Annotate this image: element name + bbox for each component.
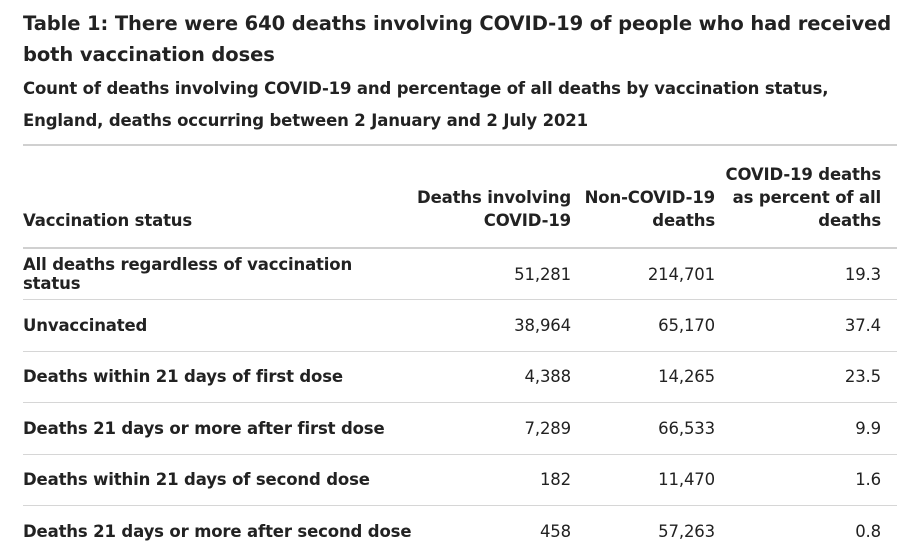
cell-status: Deaths within 21 days of first dose (23, 351, 413, 403)
cell-percent: 0.8 (715, 506, 897, 557)
cell-status: Deaths 21 days or more after first dose (23, 403, 413, 455)
table-row: Unvaccinated 38,964 65,170 37.4 (23, 300, 897, 352)
table-row: All deaths regardless of vaccination sta… (23, 248, 897, 300)
cell-percent: 19.3 (715, 248, 897, 300)
cell-non-covid-deaths: 14,265 (571, 351, 715, 403)
header-covid-deaths: Deaths involving COVID-19 (413, 145, 571, 248)
cell-non-covid-deaths: 65,170 (571, 300, 715, 352)
table-container: Table 1: There were 640 deaths involving… (23, 8, 897, 136)
cell-covid-deaths: 4,388 (413, 351, 571, 403)
cell-percent: 37.4 (715, 300, 897, 352)
table-row: Deaths 21 days or more after second dose… (23, 506, 897, 557)
table-title: Table 1: There were 640 deaths involving… (23, 8, 897, 70)
cell-percent: 1.6 (715, 454, 897, 506)
cell-status: Deaths within 21 days of second dose (23, 454, 413, 506)
cell-non-covid-deaths: 66,533 (571, 403, 715, 455)
cell-covid-deaths: 51,281 (413, 248, 571, 300)
table-row: Deaths 21 days or more after first dose … (23, 403, 897, 455)
cell-percent: 9.9 (715, 403, 897, 455)
cell-non-covid-deaths: 214,701 (571, 248, 715, 300)
table-row: Deaths within 21 days of first dose 4,38… (23, 351, 897, 403)
header-non-covid-deaths: Non-COVID-19 deaths (571, 145, 715, 248)
cell-non-covid-deaths: 57,263 (571, 506, 715, 557)
cell-status: Deaths 21 days or more after second dose (23, 506, 413, 557)
header-covid-percent: COVID-19 deaths as percent of all deaths (715, 145, 897, 248)
cell-covid-deaths: 458 (413, 506, 571, 557)
cell-percent: 23.5 (715, 351, 897, 403)
cell-status: All deaths regardless of vaccination sta… (23, 248, 413, 300)
cell-covid-deaths: 38,964 (413, 300, 571, 352)
header-vaccination-status: Vaccination status (23, 145, 413, 248)
cell-covid-deaths: 7,289 (413, 403, 571, 455)
table-row: Deaths within 21 days of second dose 182… (23, 454, 897, 506)
cell-non-covid-deaths: 11,470 (571, 454, 715, 506)
cell-covid-deaths: 182 (413, 454, 571, 506)
vaccination-deaths-table: Vaccination status Deaths involving COVI… (23, 144, 897, 557)
table-subtitle: Count of deaths involving COVID-19 and p… (23, 73, 897, 136)
table-header-row: Vaccination status Deaths involving COVI… (23, 145, 897, 248)
cell-status: Unvaccinated (23, 300, 413, 352)
